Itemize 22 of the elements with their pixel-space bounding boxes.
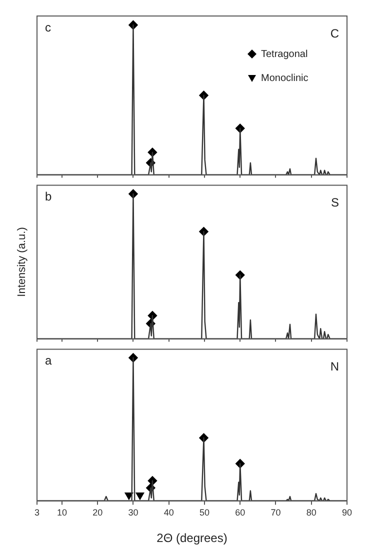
legend-label: Tetragonal [261,48,308,60]
annotation: C [330,26,340,40]
point [136,492,144,500]
x-tick-label: 70 [270,508,281,518]
x-axis-title: 2Θ (degrees) [156,531,228,546]
x-tick-label: 20 [92,508,103,518]
x-tick-label: 90 [342,508,352,518]
x-tick-label: 10 [56,508,67,518]
x-tick-label: 40 [164,508,174,518]
x-tick-label: 30 [128,508,138,518]
x-tick-label: 50 [199,508,210,518]
point [124,492,133,500]
legend-label: Monoclinic [261,72,308,84]
x-tick-label: 3 [34,508,40,518]
annotation: b [45,190,52,204]
x-tick-label: 60 [235,508,246,518]
annotation: c [45,20,51,34]
annotation: N [330,360,339,374]
x-tick-label: 80 [306,508,316,518]
annotation: a [45,354,52,368]
y-axis-title: Intensity (a.u.) [16,227,28,297]
annotation: S [330,196,339,210]
